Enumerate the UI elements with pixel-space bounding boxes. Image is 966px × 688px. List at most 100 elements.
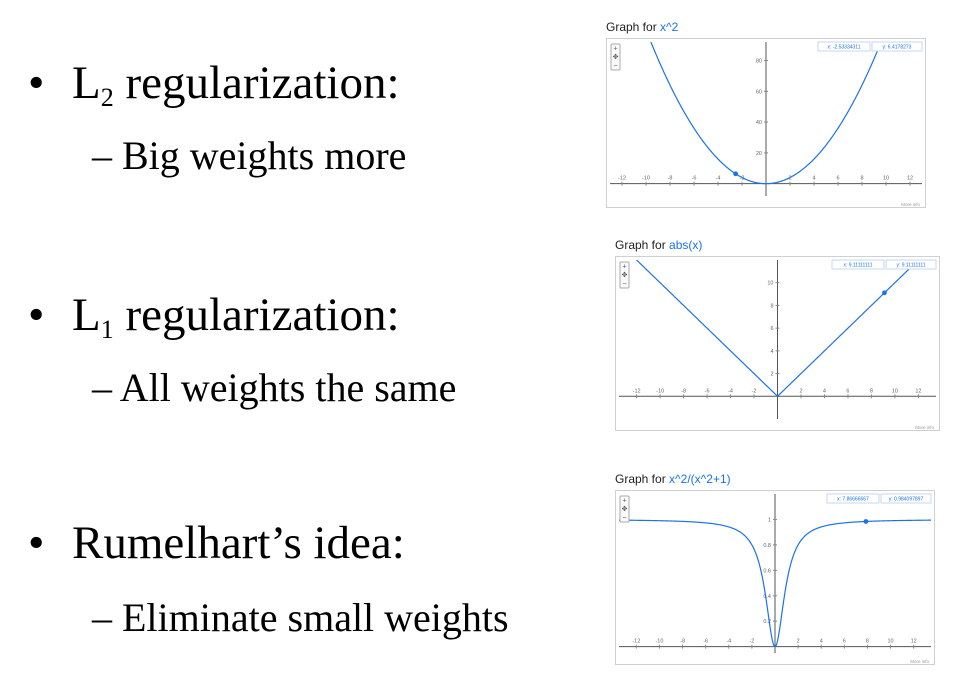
x-tick-label: 12 [907, 176, 913, 182]
x-tick-label: -12 [633, 388, 641, 394]
x-tick-label: -6 [692, 176, 697, 182]
bullet-subscript: 1 [100, 315, 114, 344]
y-tick-label: 0.6 [763, 568, 771, 574]
x-tick-label: 8 [860, 176, 863, 182]
more-info-link[interactable]: More info [901, 202, 920, 207]
pan-icon[interactable]: ✥ [622, 271, 628, 279]
zoom-controls[interactable]: +✥ − [619, 261, 630, 289]
graph-title-abs: Graph for abs(x) [615, 238, 702, 252]
x-tick-label: 2 [797, 639, 800, 645]
readout-y-text: y: 6.4178273 [883, 45, 912, 51]
readout-x-box [831, 259, 885, 270]
readout-x-text: x: 9.11111111 [843, 263, 872, 269]
bullet-l2: • L2 regularization: [28, 60, 400, 111]
more-info-link[interactable]: More info [915, 425, 934, 430]
x-tick-label: 4 [820, 639, 823, 645]
readout-x-text: x: 7.86666667 [837, 497, 869, 503]
cursor-point [882, 290, 887, 296]
y-tick-label: 40 [756, 120, 762, 126]
y-tick-label: 0.2 [763, 619, 771, 625]
zoom-controls-frame [610, 43, 621, 71]
x-tick-label: 10 [887, 639, 893, 645]
graph-abs-x[interactable]: -12 -10 -8 -6 -4 -2 2 4 6 8 10 12 2 4 6 8 10 x: 9.1111111… [615, 256, 940, 431]
bullet-text: L [72, 57, 101, 109]
x-tick-label: 4 [812, 176, 815, 182]
readout-x-text: x: -2.53334311 [828, 45, 861, 51]
zoom-in-icon[interactable]: + [622, 264, 626, 271]
zoom-out-icon[interactable]: − [622, 515, 626, 522]
graph-title-prefix: Graph for [615, 472, 670, 486]
bullet-l1: • L1 regularization: [28, 292, 400, 343]
x-tick-label: 6 [846, 388, 849, 394]
x-tick-label: -2 [740, 176, 745, 182]
x-tick-label: 12 [911, 639, 917, 645]
x-tick-label: 2 [799, 388, 802, 394]
x-tick-label: -8 [668, 176, 673, 182]
zoom-out-icon[interactable]: − [613, 63, 617, 70]
x-tick-label: -8 [681, 388, 686, 394]
bullet-rumelhart: • Rumelhart’s idea: [28, 520, 405, 567]
graph-function: x^2 [660, 20, 679, 34]
readout-y: y: 6.4178273 [871, 41, 923, 52]
y-tick-label: 20 [756, 151, 762, 157]
x-tick-label: -10 [656, 388, 664, 394]
x-tick-label: -4 [716, 176, 721, 182]
x-tick-label: -8 [680, 639, 685, 645]
bullet-glyph: • [28, 289, 45, 341]
x-tick-label: -6 [703, 639, 708, 645]
x-tick-label: -2 [749, 639, 754, 645]
readout-x: x: 7.86666667 [826, 493, 880, 504]
cursor-point [863, 519, 869, 524]
readout-x-box [817, 41, 871, 52]
graph-x2-over-x2-plus-1[interactable]: -12 -10 -8 -6 -4 -2 2 4 6 8 10 12 0.2 0.4 0.6 0.8 1 x: 7.… [615, 490, 935, 665]
zoom-out-icon[interactable]: − [622, 281, 626, 288]
x-tick-label: -10 [655, 639, 663, 645]
x-tick-label: 10 [883, 176, 889, 182]
x-tick-label: 12 [915, 388, 921, 394]
pan-icon[interactable]: ✥ [622, 505, 628, 513]
graph-title-prefix: Graph for [615, 238, 670, 252]
x-tick-label: -12 [618, 176, 626, 182]
readout-y: y: 9.11111111 [885, 259, 937, 270]
sub-point-l2: – Big weights more [92, 133, 407, 178]
pan-icon[interactable]: ✥ [613, 53, 619, 61]
function-curve [619, 519, 931, 648]
more-info-link[interactable]: More info [910, 659, 929, 664]
zoom-controls[interactable]: +✥ − [610, 43, 621, 71]
y-tick-label: 0.8 [763, 543, 771, 549]
readout-x: x: 9.11111111 [831, 259, 885, 270]
zoom-controls-frame [619, 495, 630, 523]
bullet-text-rest: regularization: [113, 57, 400, 109]
y-tick-label: 0.4 [763, 594, 771, 600]
bullet-text: Rumelhart’s idea: [72, 517, 405, 569]
bullet-subscript: 2 [100, 83, 114, 112]
x-tick-label: -4 [726, 639, 731, 645]
x-tick-label: 6 [843, 639, 846, 645]
readout-y: y: 0.984097897 [880, 493, 932, 504]
x-tick-label: 2 [788, 176, 791, 182]
zoom-in-icon[interactable]: + [613, 46, 617, 53]
y-tick-label: 6 [770, 326, 773, 332]
y-tick-label: 80 [756, 58, 762, 64]
x-tick-label: -10 [642, 176, 650, 182]
graph-title-prefix: Graph for [606, 20, 661, 34]
y-tick-label: 2 [770, 372, 773, 378]
x-tick-label: 4 [823, 388, 826, 394]
x-tick-label: 10 [892, 388, 898, 394]
graph-function: x^2/(x^2+1) [669, 472, 731, 486]
graph-title-x2: Graph for x^2 [606, 20, 678, 34]
x-tick-label: -2 [752, 388, 757, 394]
zoom-in-icon[interactable]: + [622, 498, 626, 505]
graph-x-squared[interactable]: -12 -10 -8 -6 -4 -2 2 4 6 8 10 12 20 40 60 80 x: -2.5333… [606, 38, 926, 208]
cursor-point [733, 171, 738, 177]
readout-y-text: y: 0.984097897 [889, 497, 924, 503]
y-tick-label: 4 [770, 349, 773, 355]
zoom-controls[interactable]: +✥ − [619, 495, 630, 523]
y-tick-label: 1 [768, 517, 771, 523]
y-tick-label: 60 [756, 89, 762, 95]
x-tick-label: -12 [632, 639, 640, 645]
x-tick-label: 6 [836, 176, 839, 182]
readout-y-box [871, 41, 923, 52]
sub-point-l1: – All weights the same [92, 365, 457, 410]
zoom-controls-frame [619, 261, 630, 289]
